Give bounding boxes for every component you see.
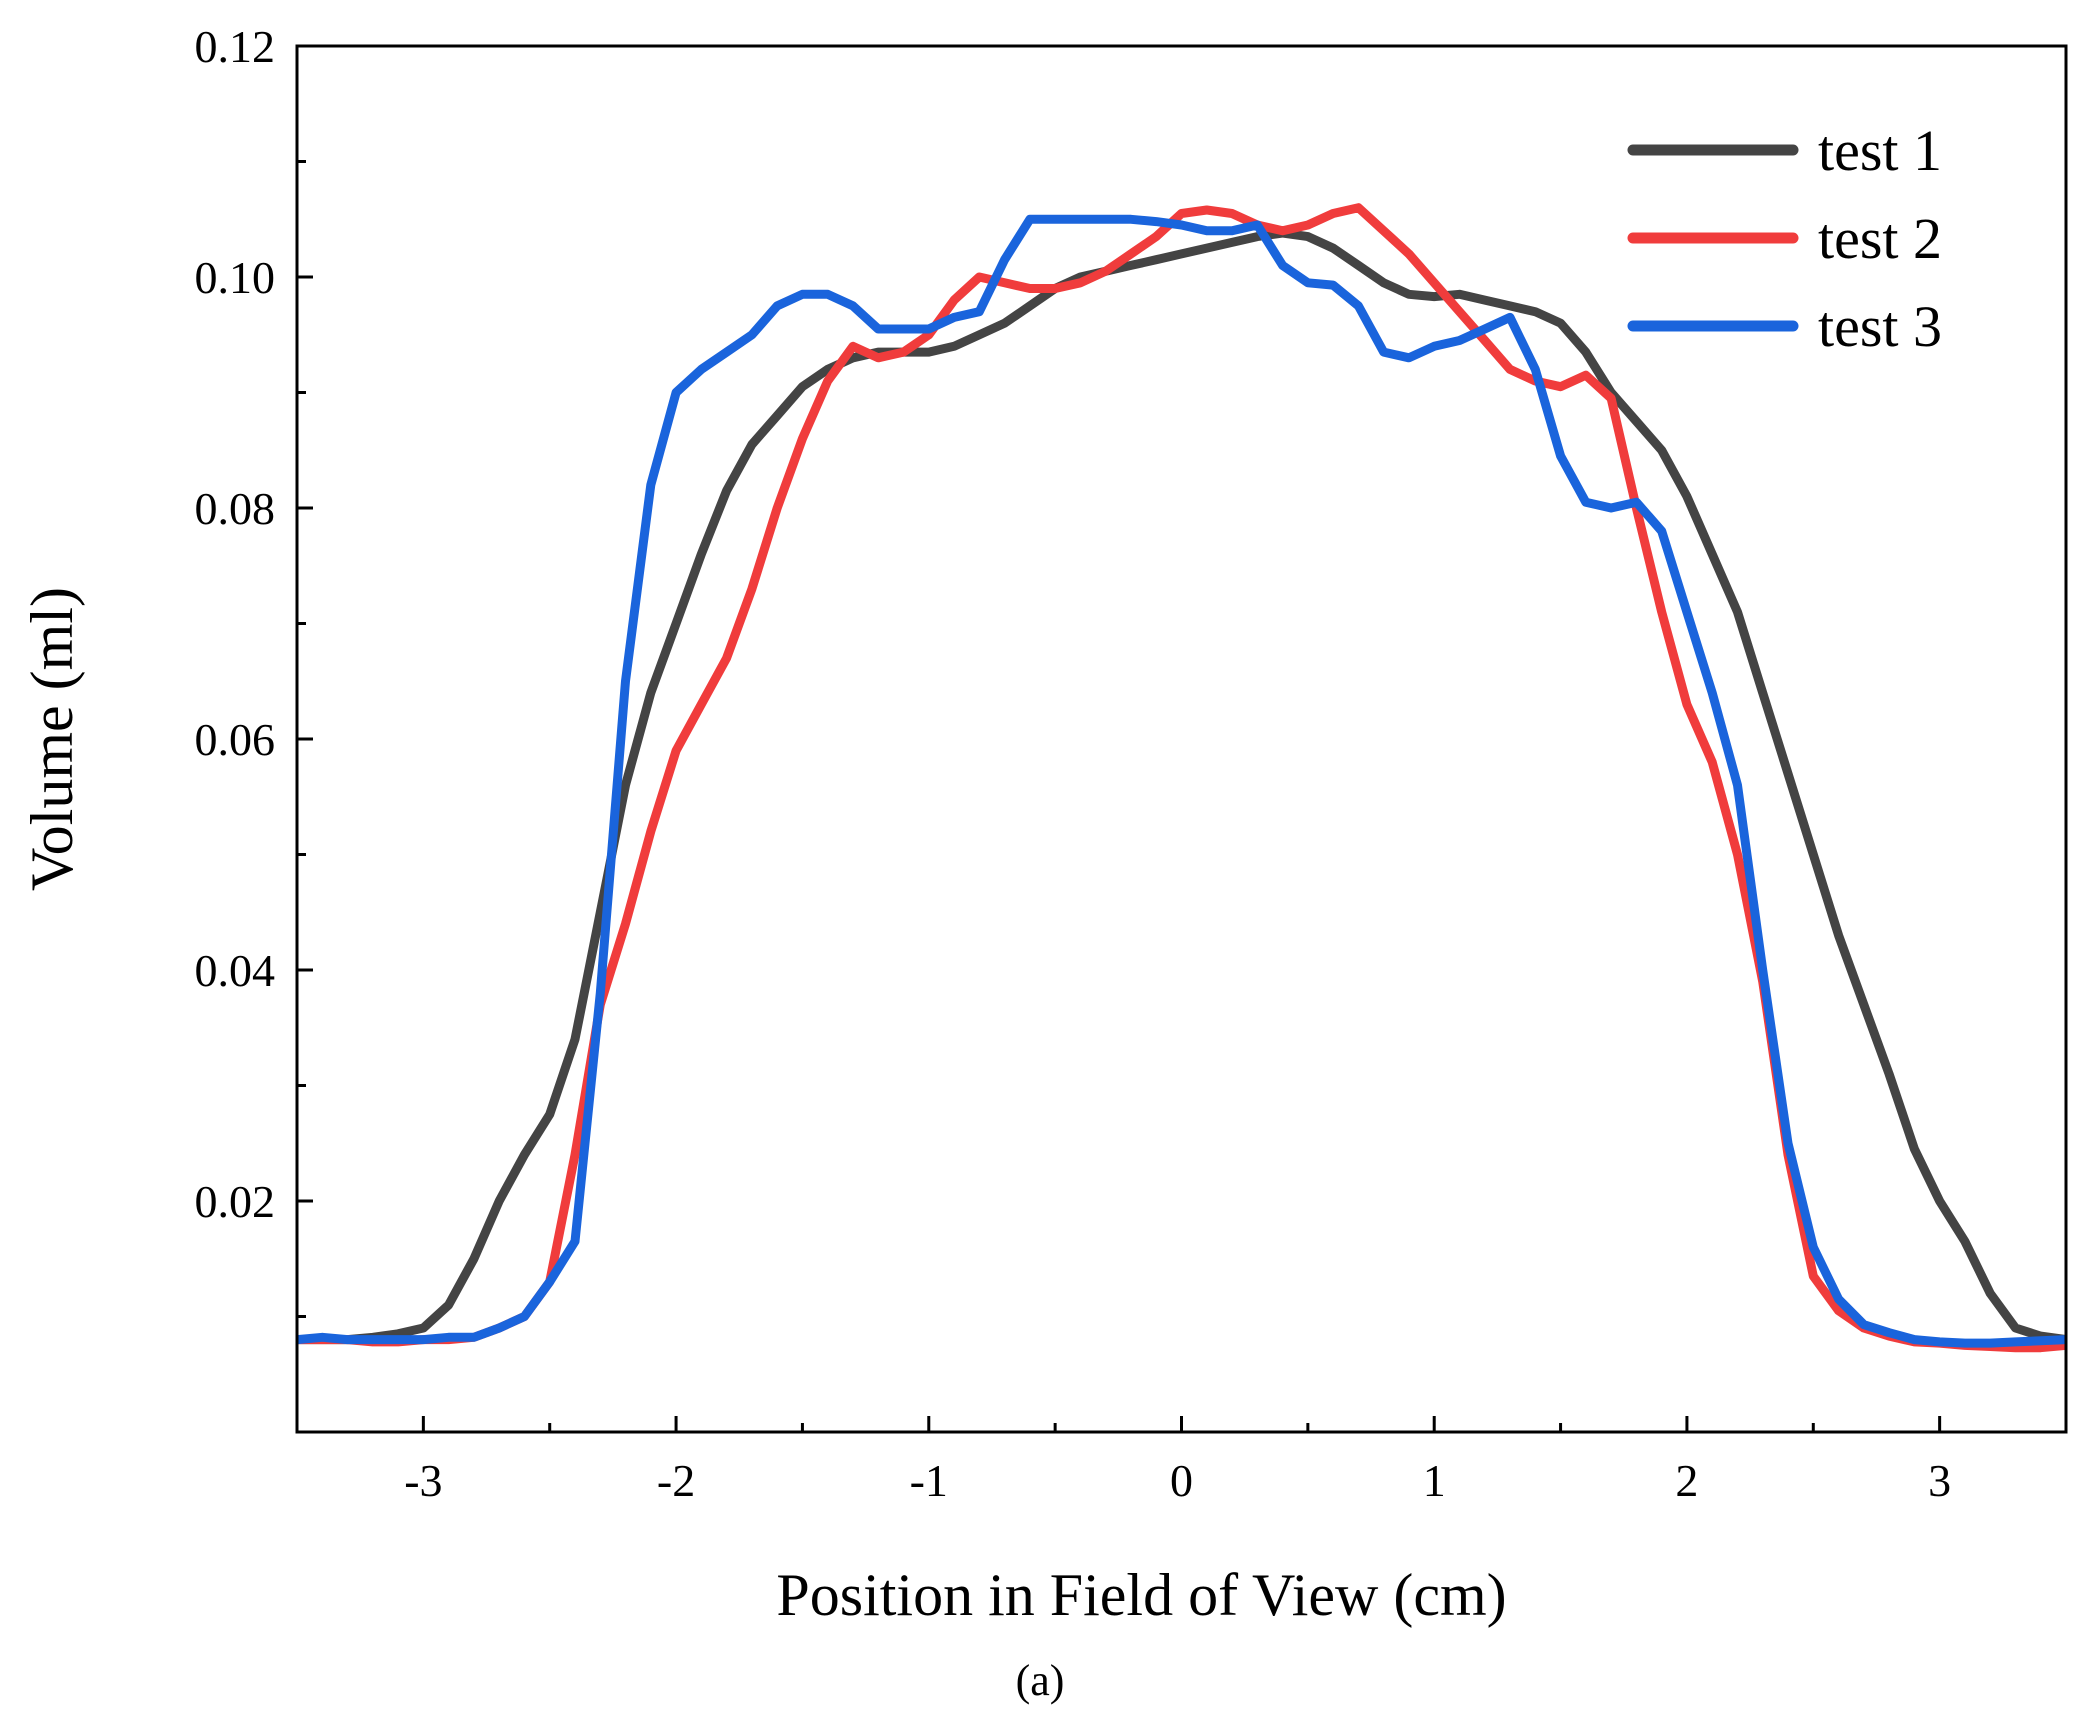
x-tick-label: 2	[1675, 1455, 1698, 1506]
x-tick-label: 3	[1928, 1455, 1951, 1506]
figure-caption: (a)	[1016, 1656, 1065, 1705]
series-line-test-3	[297, 214, 2066, 1348]
y-tick-label: 0.08	[195, 483, 276, 534]
y-axis: 0.02 0.04 0.06 0.08 0.10 0.12	[195, 21, 313, 1318]
legend-label: test 2	[1818, 206, 1942, 271]
legend-label: test 1	[1818, 118, 1942, 183]
x-tick-label: 0	[1170, 1455, 1193, 1506]
x-axis: -3 -2 -1 0 1 2 3	[404, 1416, 1951, 1506]
x-tick-label: -1	[910, 1455, 948, 1506]
y-tick-label: 0.02	[195, 1176, 276, 1227]
series-group	[297, 203, 2066, 1353]
x-tick-label: 1	[1423, 1455, 1446, 1506]
x-tick-label: -2	[657, 1455, 695, 1506]
y-axis-title: Volume (ml)	[19, 587, 85, 891]
x-tick-label: -3	[404, 1455, 442, 1506]
y-tick-label: 0.06	[195, 714, 276, 765]
y-tick-label: 0.10	[195, 252, 276, 303]
y-tick-label: 0.12	[195, 21, 276, 72]
legend-label: test 3	[1818, 294, 1942, 359]
series-line-test-1	[297, 228, 2066, 1345]
y-tick-label: 0.04	[195, 945, 276, 996]
x-axis-title: Position in Field of View (cm)	[776, 1562, 1506, 1628]
legend: test 1 test 2 test 3	[1627, 118, 1942, 359]
